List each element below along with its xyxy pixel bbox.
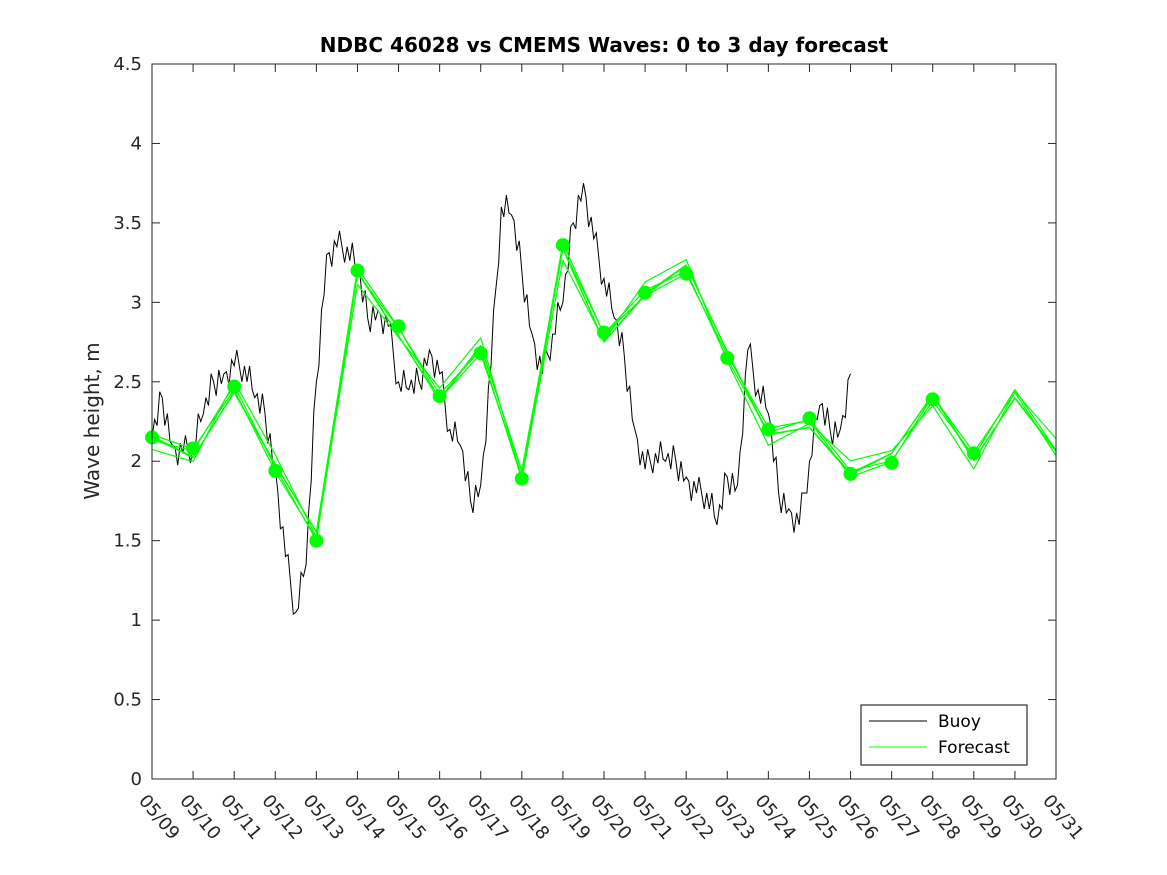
- y-axis-label: Wave height, m: [80, 342, 104, 499]
- y-tick-label: 1: [131, 610, 142, 631]
- y-tick-label: 0: [131, 769, 142, 790]
- forecast-marker-05-17: [473, 346, 488, 361]
- y-tick-label: 4.5: [113, 54, 142, 75]
- y-tick-label: 3: [131, 292, 142, 313]
- forecast-marker-05-27: [884, 455, 899, 470]
- forecast-marker-05-29: [966, 446, 981, 461]
- y-tick-label: 1.5: [113, 531, 142, 552]
- forecast-marker-05-11: [227, 379, 242, 394]
- forecast-marker-05-23: [720, 350, 735, 365]
- series-buoy-line: [151, 183, 851, 616]
- y-tick-label: 2: [131, 451, 142, 472]
- chart-title: NDBC 46028 vs CMEMS Waves: 0 to 3 day fo…: [320, 33, 889, 57]
- forecast-marker-05-10: [186, 441, 201, 456]
- series-forecast-line-5: [151, 259, 1057, 538]
- forecast-marker-05-13: [309, 533, 324, 548]
- y-tick-label: 0.5: [113, 690, 142, 711]
- legend-box: [860, 704, 1028, 766]
- y-tick-label: 2.5: [113, 372, 142, 393]
- forecast-marker-05-26: [843, 466, 858, 481]
- forecast-marker-05-22: [679, 266, 694, 281]
- forecast-marker-05-15: [391, 319, 406, 334]
- forecast-marker-05-28: [925, 392, 940, 407]
- legend-buoy-label: Buoy: [938, 712, 981, 732]
- y-tick-label: 3.5: [113, 213, 142, 234]
- forecast-marker-05-12: [268, 463, 283, 478]
- forecast-marker-05-14: [350, 263, 365, 278]
- forecast-marker-05-25: [802, 411, 817, 426]
- forecast-marker-05-19: [555, 238, 570, 253]
- forecast-marker-05-24: [761, 422, 776, 437]
- y-tick-label: 4: [131, 133, 142, 154]
- plot-background: [152, 64, 1056, 779]
- forecast-marker-05-20: [597, 325, 611, 340]
- legend: Buoy Forecast: [860, 704, 1028, 766]
- forecast-marker-05-21: [638, 285, 653, 300]
- legend-forecast-label: Forecast: [938, 738, 1010, 758]
- forecast-marker-05-16: [432, 389, 447, 404]
- forecast-marker-05-18: [514, 471, 529, 486]
